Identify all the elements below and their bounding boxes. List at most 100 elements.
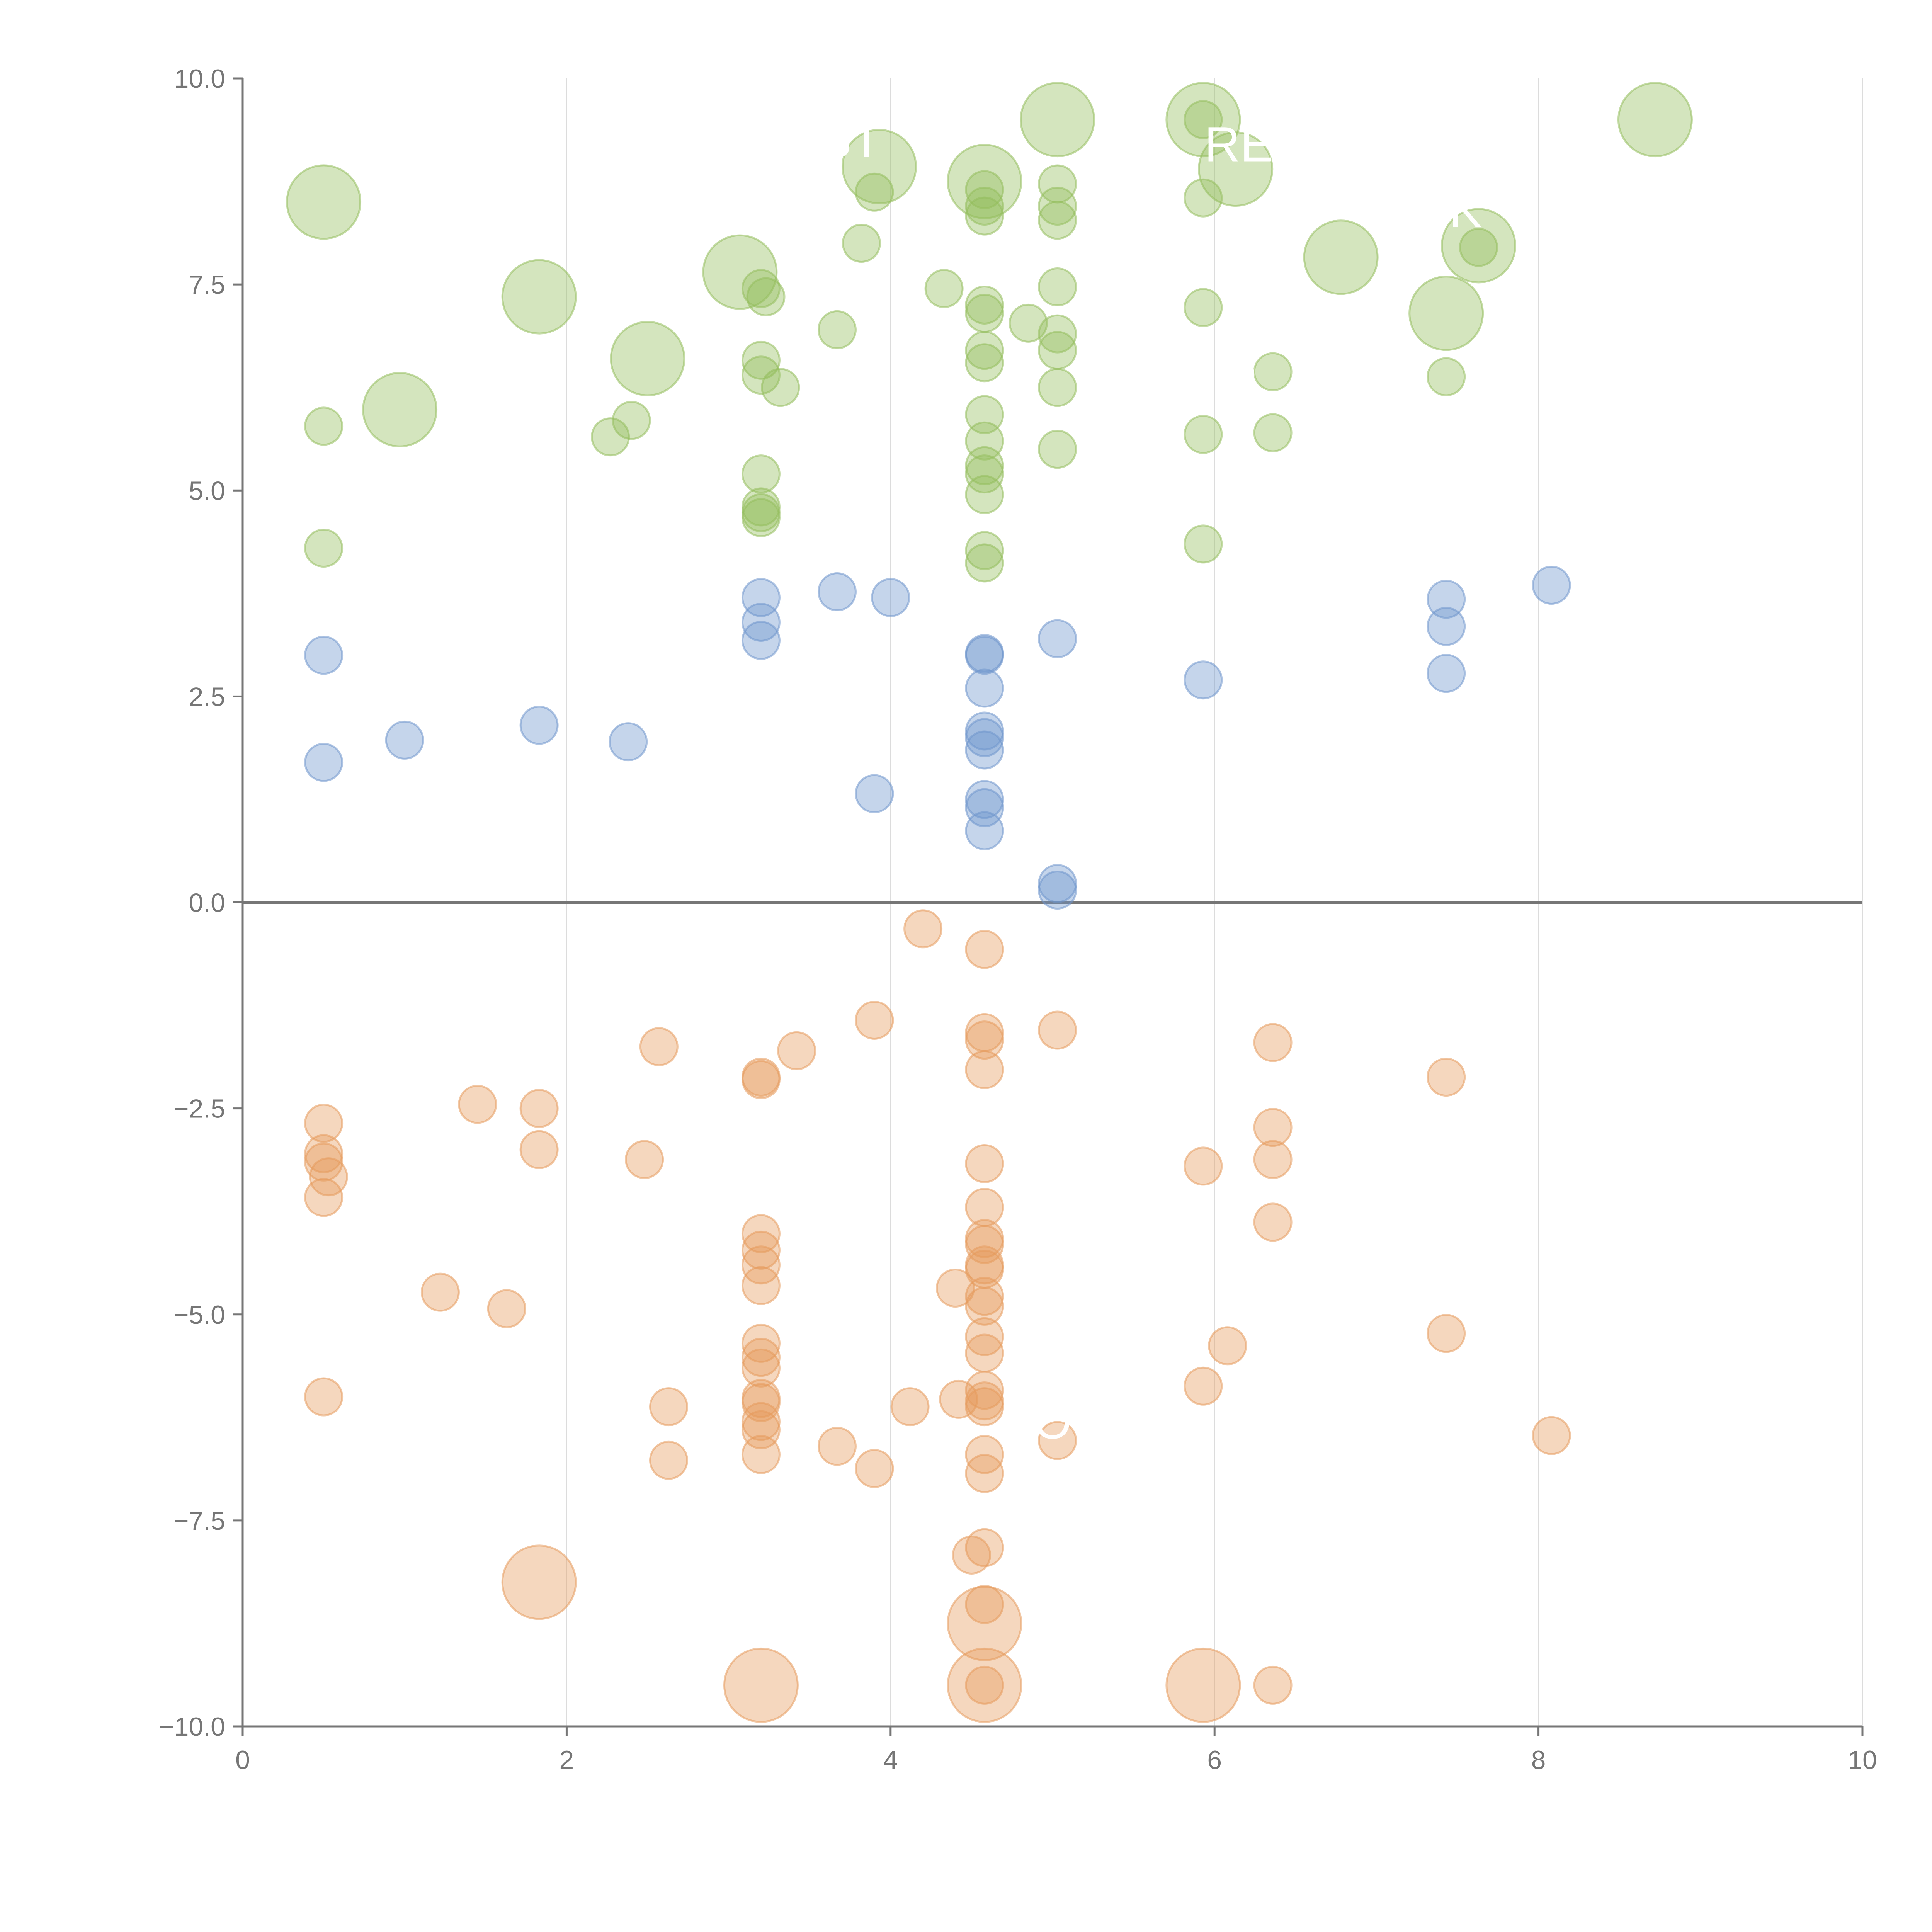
bubble-label-3: K (1449, 183, 1482, 238)
positive-high-point-5 (591, 417, 630, 457)
negative-point-19 (741, 1230, 781, 1270)
positive-high-point-38 (1009, 303, 1048, 343)
axes: 10.0 7.5 5.0 2.5 0.0 −2.5 −5.0 −7.5 −10.0 0 2 4 6 8 10 (159, 64, 1877, 1775)
positive-high-point-21 (841, 129, 917, 204)
negative-point-51 (965, 1286, 1004, 1326)
negative-point-4 (304, 1178, 344, 1217)
positive-high-point-39 (1020, 82, 1095, 158)
positive-high-point-8 (702, 234, 778, 310)
positive-high-point-0 (286, 164, 362, 240)
positive-low-point-2 (385, 720, 424, 760)
y-tick-label: −10.0 (159, 1712, 225, 1742)
bubbles (286, 82, 1693, 1723)
negative-point-14 (649, 1387, 688, 1427)
positive-high-point-17 (741, 498, 781, 537)
negative-point-24 (741, 1348, 781, 1388)
positive-high-point-26 (965, 196, 1004, 236)
positive-high-point-53 (1184, 415, 1223, 454)
positive-high-point-2 (304, 529, 344, 568)
negative-point-56 (965, 1387, 1004, 1427)
positive-high-point-51 (1184, 178, 1223, 218)
positive-high-point-22 (924, 269, 964, 308)
negative-point-54 (965, 1371, 1004, 1410)
y-tick-label: 10.0 (174, 64, 225, 94)
negative-point-64 (1038, 1010, 1077, 1050)
negative-point-21 (741, 1266, 781, 1305)
positive-low-point-27 (1532, 565, 1571, 605)
negative-point-20 (741, 1245, 781, 1285)
positive-high-point-56 (1253, 413, 1293, 452)
negative-point-5 (304, 1377, 344, 1417)
positive-low-point-12 (965, 636, 1004, 675)
negative-point-10 (519, 1130, 559, 1169)
negative-point-65 (1038, 1421, 1077, 1460)
negative-point-76 (1427, 1314, 1466, 1353)
positive-low-point-24 (1427, 580, 1466, 619)
negative-point-61 (947, 1585, 1022, 1661)
positive-high-point-50 (1198, 131, 1274, 207)
positive-low-point-26 (1427, 654, 1466, 693)
positive-high-point-34 (965, 454, 1004, 494)
positive-high-point-54 (1184, 524, 1223, 564)
negative-point-44 (965, 1144, 1004, 1184)
positive-high-point-43 (1038, 267, 1077, 307)
negative-point-29 (741, 1435, 781, 1474)
negative-point-2 (304, 1142, 344, 1182)
negative-point-52 (965, 1317, 1004, 1356)
positive-high-point-47 (1038, 430, 1077, 469)
negative-point-34 (855, 1449, 894, 1488)
negative-point-33 (855, 1000, 894, 1040)
negative-point-23 (741, 1338, 781, 1377)
negative-point-62 (947, 1647, 1022, 1723)
negative-point-27 (741, 1402, 781, 1441)
x-tick-label: 8 (1531, 1745, 1546, 1775)
positive-low-point-19 (965, 811, 1004, 850)
positive-high-point-46 (1038, 368, 1077, 407)
positive-high-point-19 (842, 224, 881, 263)
negative-point-6 (420, 1272, 460, 1312)
positive-low-point-10 (855, 774, 894, 813)
negative-point-71 (1253, 1108, 1293, 1147)
negative-point-7 (458, 1085, 497, 1124)
negative-point-42 (965, 1020, 1004, 1060)
positive-high-point-44 (1038, 314, 1077, 354)
negative-point-35 (890, 1387, 930, 1427)
negative-point-17 (741, 1060, 781, 1099)
positive-high-point-25 (965, 187, 1004, 226)
negative-point-73 (1253, 1202, 1293, 1242)
y-tick-label: 2.5 (189, 682, 225, 711)
positive-low-point-0 (304, 636, 344, 675)
bubble-label-0: ST (818, 113, 882, 168)
positive-low-point-4 (609, 722, 648, 762)
positive-high-point-35 (965, 475, 1004, 514)
negative-point-74 (1253, 1665, 1293, 1705)
negative-point-40 (965, 930, 1004, 969)
positive-low-point-25 (1427, 607, 1466, 646)
negative-point-59 (965, 1528, 1004, 1567)
positive-high-point-30 (965, 343, 1004, 383)
y-tick-label: −7.5 (173, 1506, 225, 1536)
positive-low-point-1 (304, 743, 344, 782)
negative-point-12 (625, 1140, 664, 1179)
positive-low-point-3 (519, 706, 559, 745)
positive-high-point-36 (965, 531, 1004, 570)
negative-point-31 (777, 1031, 816, 1070)
positive-high-point-58 (1408, 276, 1484, 351)
positive-high-point-33 (965, 446, 1004, 485)
negative-point-68 (1165, 1647, 1241, 1723)
positive-low-point-7 (741, 621, 781, 660)
positive-low-point-8 (817, 572, 857, 612)
negative-point-70 (1253, 1023, 1293, 1062)
positive-low-point-16 (965, 730, 1004, 770)
positive-high-point-52 (1184, 288, 1223, 327)
positive-high-point-60 (1440, 208, 1516, 284)
positive-high-point-6 (612, 401, 651, 440)
negative-point-37 (935, 1269, 975, 1308)
positive-low-point-18 (965, 788, 1004, 827)
negative-point-1 (304, 1134, 344, 1173)
x-tick-label: 2 (559, 1745, 574, 1775)
negative-point-8 (487, 1289, 526, 1328)
y-tick-label: −2.5 (173, 1094, 225, 1124)
positive-high-point-14 (741, 454, 781, 494)
negative-point-72 (1253, 1140, 1293, 1179)
